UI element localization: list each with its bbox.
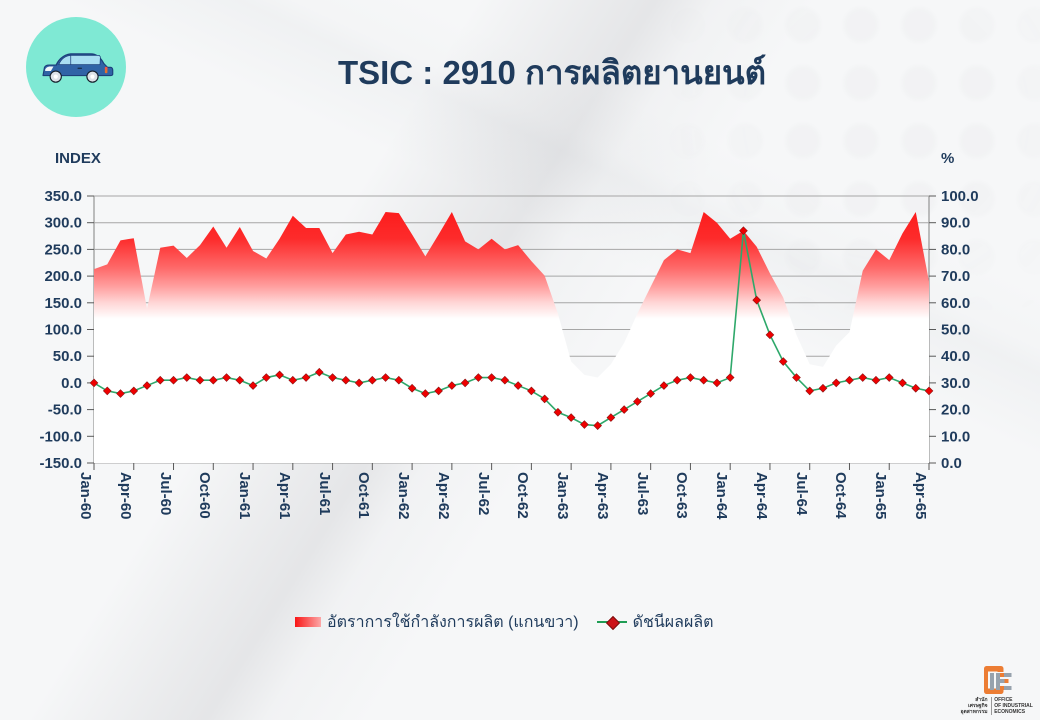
svg-text:300.0: 300.0 [44,215,82,232]
svg-text:200.0: 200.0 [44,268,82,285]
svg-text:10.0: 10.0 [941,428,970,445]
svg-text:250.0: 250.0 [44,241,82,258]
svg-text:150.0: 150.0 [44,295,82,312]
svg-text:60.0: 60.0 [941,295,970,312]
svg-text:-100.0: -100.0 [39,428,82,445]
svg-text:50.0: 50.0 [941,322,970,339]
svg-text:90.0: 90.0 [941,215,970,232]
svg-text:50.0: 50.0 [53,348,82,365]
svg-text:40.0: 40.0 [941,348,970,365]
svg-text:0.0: 0.0 [61,375,82,392]
svg-text:30.0: 30.0 [941,375,970,392]
svg-text:350.0: 350.0 [44,188,82,205]
svg-text:20.0: 20.0 [941,402,970,419]
svg-text:100.0: 100.0 [941,188,979,205]
svg-text:100.0: 100.0 [44,322,82,339]
svg-text:80.0: 80.0 [941,241,970,258]
svg-text:-50.0: -50.0 [48,402,82,419]
svg-text:70.0: 70.0 [941,268,970,285]
